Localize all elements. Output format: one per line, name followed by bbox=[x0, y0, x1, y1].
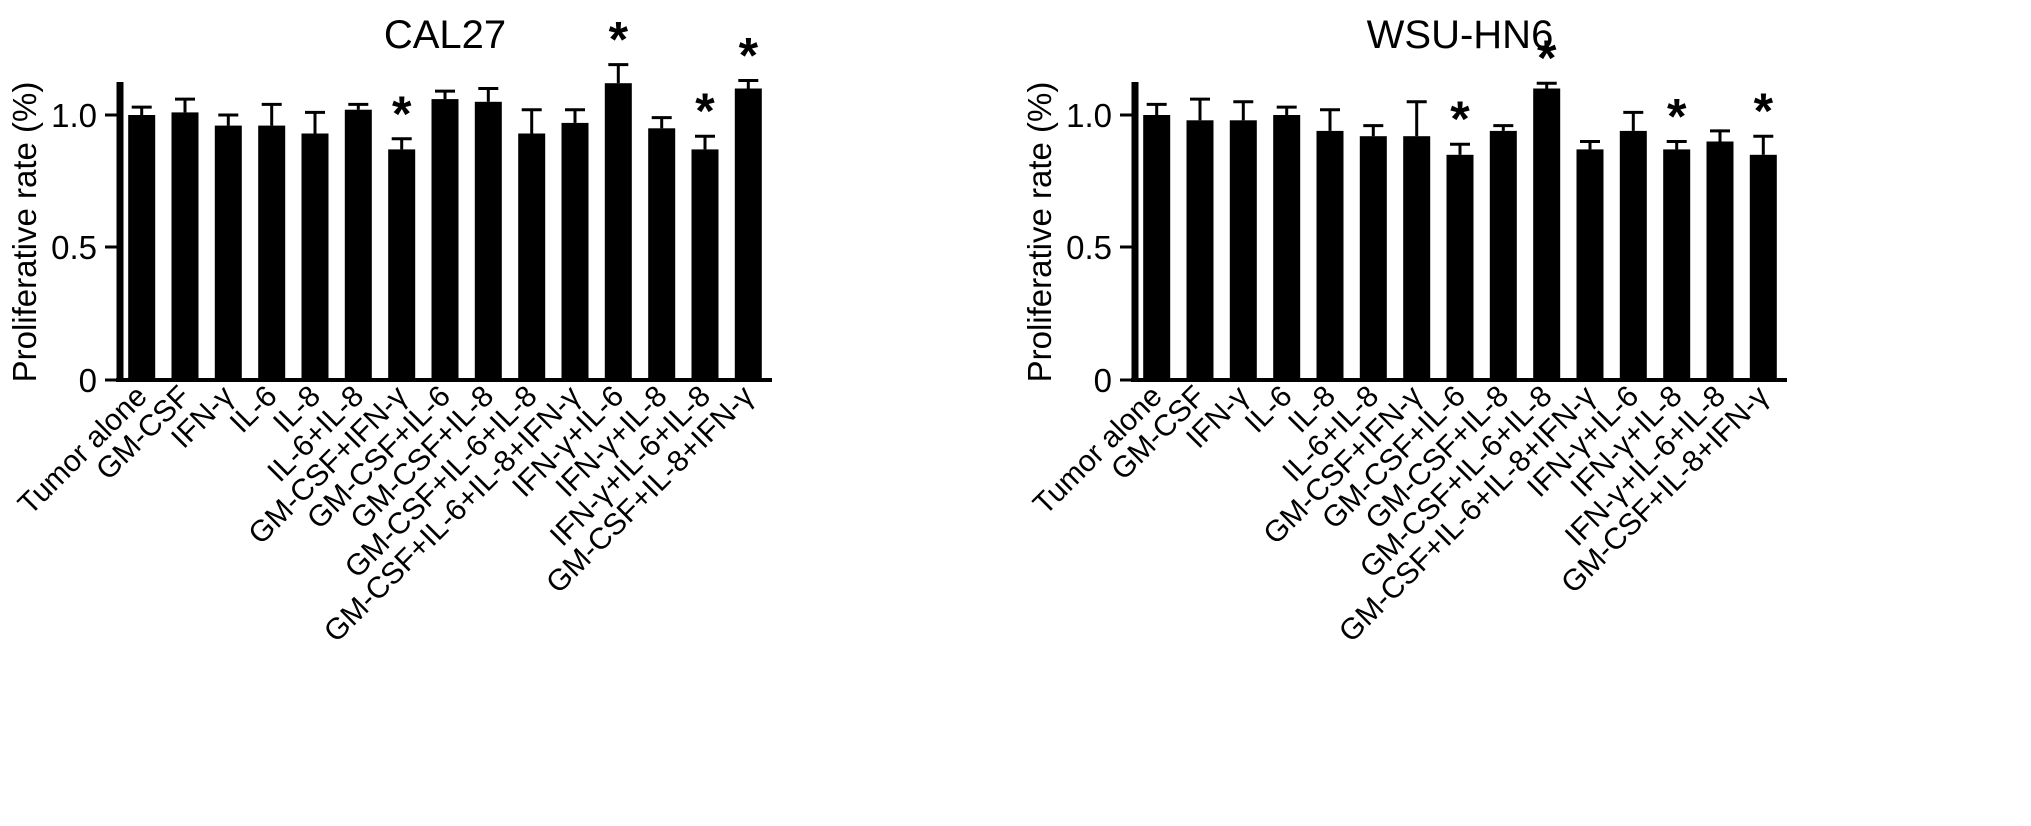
bars-layer: Tumor aloneGM-CSFIFN-γIL-6IL-8IL-6+IL-8*… bbox=[12, 12, 762, 649]
bar bbox=[1663, 149, 1691, 380]
bar bbox=[344, 109, 372, 380]
significance-asterisk: * bbox=[1667, 89, 1687, 145]
bar bbox=[691, 149, 719, 380]
y-tick-label: 0.5 bbox=[1066, 229, 1112, 266]
chart-title: CAL27 bbox=[384, 13, 506, 57]
bar bbox=[1706, 141, 1734, 380]
y-tick-label: 0.5 bbox=[51, 229, 97, 266]
significance-asterisk: * bbox=[392, 86, 412, 142]
bar bbox=[1576, 149, 1604, 380]
y-tick-label: 1.0 bbox=[51, 97, 97, 134]
bar-chart-cal27: CAL27 Proliferative rate (%) 0 0.5 1.0 T… bbox=[6, 12, 772, 649]
bar bbox=[518, 133, 546, 380]
bar-chart-wsu-hn6: WSU-HN6 Proliferative rate (%) 0 0.5 1.0… bbox=[1021, 13, 1787, 649]
bar bbox=[1316, 130, 1344, 380]
bar bbox=[734, 88, 762, 380]
bar bbox=[1489, 130, 1517, 380]
bar bbox=[214, 125, 242, 380]
bar bbox=[648, 128, 676, 381]
bar bbox=[1273, 115, 1301, 380]
bar bbox=[1143, 115, 1171, 380]
significance-asterisk: * bbox=[609, 12, 629, 68]
bar bbox=[1749, 154, 1777, 381]
bar bbox=[388, 149, 416, 380]
significance-asterisk: * bbox=[695, 83, 715, 139]
y-ticks: 0 0.5 1.0 bbox=[51, 97, 120, 399]
bar bbox=[1619, 130, 1647, 380]
bar bbox=[1186, 120, 1214, 381]
significance-asterisk: * bbox=[1537, 30, 1557, 86]
bar bbox=[258, 125, 286, 380]
bar bbox=[1446, 154, 1474, 381]
bar bbox=[561, 122, 589, 381]
bar bbox=[128, 115, 156, 380]
bar bbox=[171, 112, 199, 381]
chart-panel-wsu-hn6: WSU-HN6 Proliferative rate (%) 0 0.5 1.0… bbox=[1015, 0, 2030, 826]
bar bbox=[1403, 136, 1431, 380]
bar bbox=[1533, 88, 1561, 380]
chart-panel-cal27: CAL27 Proliferative rate (%) 0 0.5 1.0 T… bbox=[0, 0, 1015, 826]
y-ticks: 0 0.5 1.0 bbox=[1066, 97, 1135, 399]
bar bbox=[474, 101, 502, 381]
y-tick-label: 0 bbox=[79, 362, 97, 399]
y-axis-label: Proliferative rate (%) bbox=[1021, 82, 1058, 383]
bar bbox=[431, 99, 459, 380]
significance-asterisk: * bbox=[739, 28, 759, 84]
bar bbox=[1359, 136, 1387, 380]
bars-layer: Tumor aloneGM-CSFIFN-γIL-6IL-8IL-6+IL-8G… bbox=[1027, 30, 1777, 649]
y-tick-label: 0 bbox=[1094, 362, 1112, 399]
bar bbox=[1229, 120, 1257, 381]
bar bbox=[604, 83, 632, 380]
bar bbox=[301, 133, 329, 380]
significance-asterisk: * bbox=[1450, 91, 1470, 147]
y-axis-label: Proliferative rate (%) bbox=[6, 82, 43, 383]
chart-title: WSU-HN6 bbox=[1367, 13, 1554, 57]
significance-asterisk: * bbox=[1754, 83, 1774, 139]
y-tick-label: 1.0 bbox=[1066, 97, 1112, 134]
